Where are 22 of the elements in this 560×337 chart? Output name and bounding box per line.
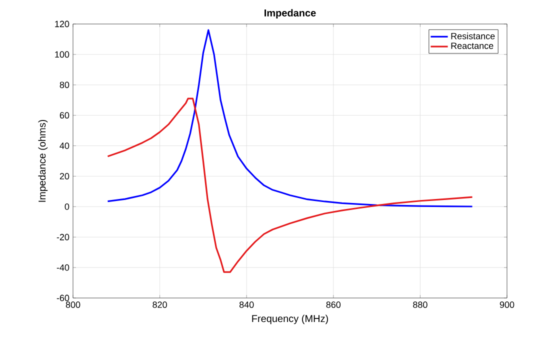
x-tick-label: 860: [326, 302, 341, 308]
x-tick-label: 820: [152, 302, 167, 308]
y-axis-title: Impedance (ohms): [38, 120, 48, 202]
x-axis-title: Frequency (MHz): [252, 314, 328, 324]
line-series: [106, 98, 474, 273]
legend-label: Reactance: [451, 42, 494, 49]
legend-label: Resistance: [451, 32, 495, 40]
y-tick-label: -20: [56, 234, 70, 240]
y-tick-label: 20: [60, 173, 70, 180]
x-tick-label: 900: [500, 302, 514, 308]
chart-title: Impedance: [264, 9, 316, 18]
y-tick-label: 60: [60, 112, 70, 119]
y-tick-label: -60: [56, 294, 70, 302]
x-tick-label: 880: [413, 302, 428, 308]
y-tick-label: 40: [60, 142, 70, 149]
y-tick-label: 80: [60, 82, 70, 88]
y-tick-label: -40: [56, 264, 70, 271]
x-tick-label: 800: [66, 302, 80, 308]
x-tick-label: 840: [239, 302, 254, 308]
y-tick-label: 100: [55, 51, 70, 58]
y-tick-label: 120: [55, 20, 70, 28]
y-tick-label: 0: [64, 203, 70, 210]
